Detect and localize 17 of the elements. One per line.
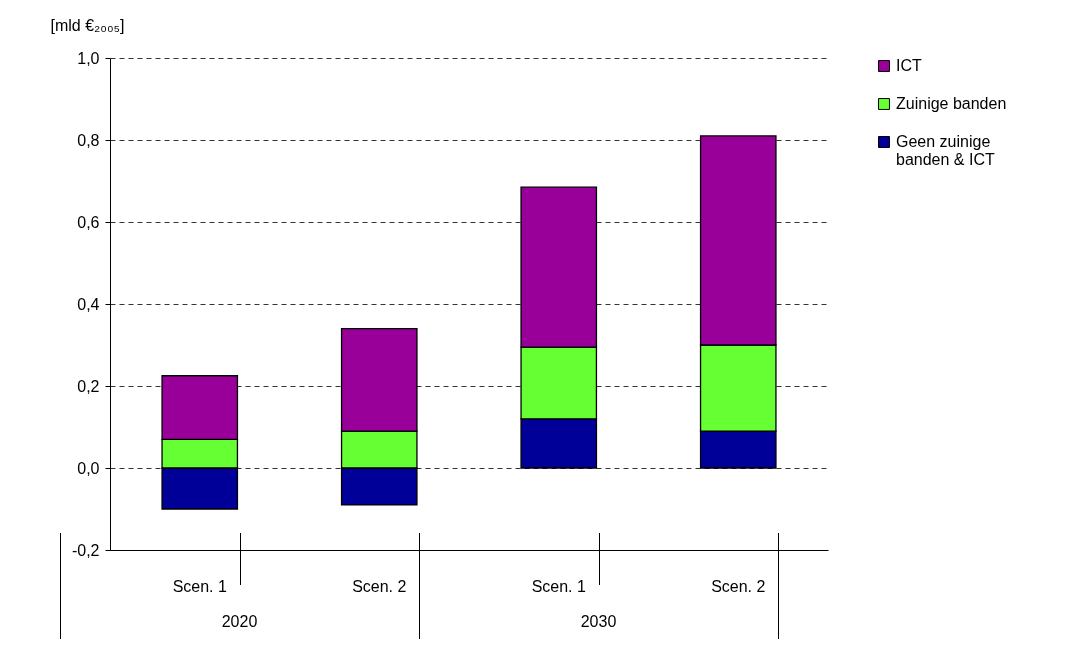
y-tick-label: 0,2	[77, 377, 100, 395]
legend-label: ICT	[896, 57, 922, 74]
text: 2020	[221, 613, 258, 631]
text: 2030	[580, 613, 617, 631]
y-tick-label: 1,0	[77, 49, 100, 67]
legend-label: Geen zuinige banden & ICT	[896, 133, 995, 168]
y-tick-label: -0,2	[71, 541, 100, 559]
y-tick-label: 0,4	[77, 295, 100, 313]
y-tick-label: 0,6	[77, 213, 100, 231]
legend-label: Zuinige banden	[896, 95, 1007, 112]
x-tick-label: Scen. 1	[172, 577, 227, 595]
y-tick-label: 0,8	[77, 131, 100, 149]
x-tick-label: Scen. 1	[531, 577, 586, 595]
y-tick-label: 0,0	[77, 459, 100, 477]
x-tick-label: Scen. 2	[711, 577, 766, 595]
y-axis-title: [mld €₂₀₀₅]	[50, 16, 125, 34]
x-tick-label: Scen. 2	[352, 577, 407, 595]
